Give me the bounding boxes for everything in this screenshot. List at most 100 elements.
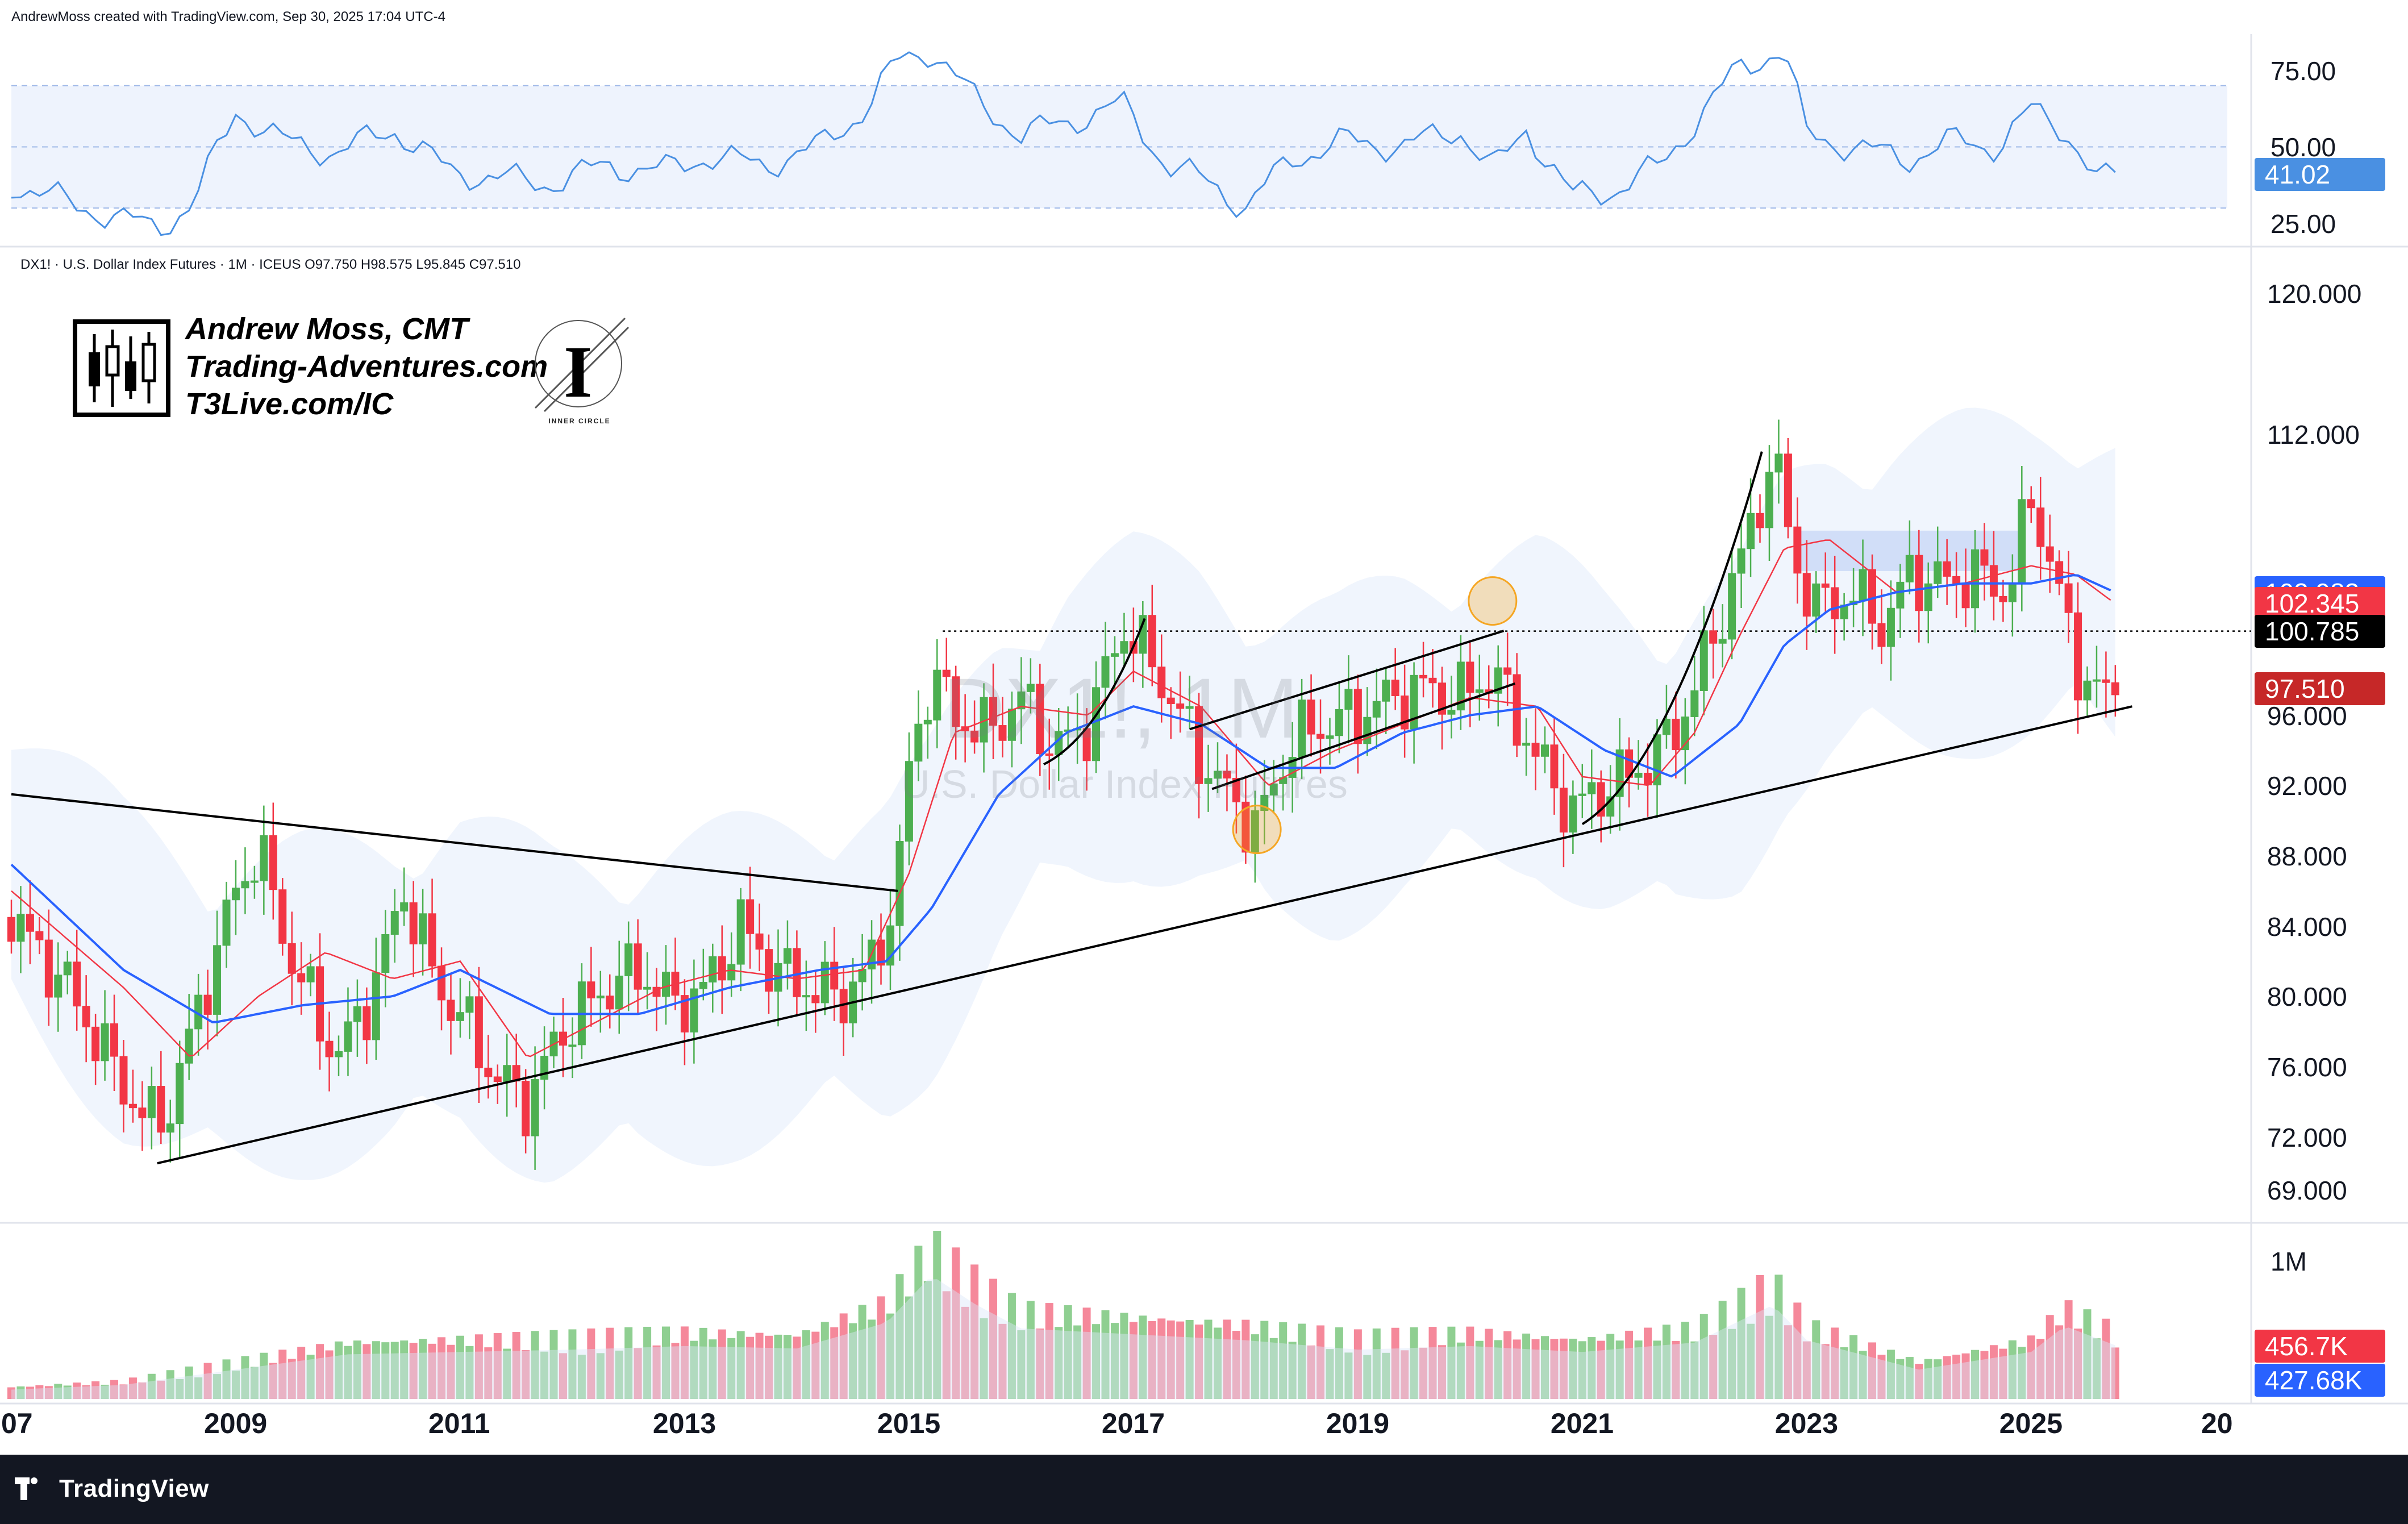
volume-bar	[1859, 1351, 1867, 1399]
time-tick-label: 07	[1, 1408, 33, 1439]
candle-body	[998, 725, 1007, 741]
candle	[1326, 718, 1334, 765]
candle-body	[1672, 718, 1680, 751]
candle	[970, 700, 979, 754]
candle-body	[1690, 690, 1699, 717]
time-tick-label: 2015	[877, 1408, 941, 1439]
candle	[1317, 699, 1325, 774]
candle	[157, 1051, 165, 1144]
candle-body	[1045, 753, 1053, 756]
volume-bar	[1588, 1337, 1596, 1399]
time-tick-label: 2025	[1999, 1408, 2063, 1439]
candle-body	[1036, 684, 1044, 755]
inner-circle-label: INNER CIRCLE	[548, 417, 611, 425]
candle-body	[1709, 630, 1718, 644]
candle	[1709, 609, 1718, 679]
volume-bar	[2074, 1329, 2082, 1399]
candle	[1672, 692, 1680, 779]
tradingview-logo[interactable]: TradingView	[15, 1473, 209, 1505]
candle-body	[914, 723, 923, 762]
candle-body	[2102, 679, 2110, 683]
volume-bar	[680, 1326, 689, 1399]
candle-body	[709, 956, 717, 982]
candle-body	[1877, 623, 1886, 647]
volume-bar	[643, 1326, 652, 1399]
volume-bar	[1531, 1339, 1540, 1399]
volume-bar	[577, 1355, 586, 1399]
candle-body	[1569, 795, 1577, 833]
candle-body	[1110, 653, 1119, 657]
volume-tag: 456.7K	[2255, 1330, 2385, 1363]
candle	[241, 847, 249, 914]
candle-body	[1718, 639, 1727, 644]
volume-bar	[905, 1296, 913, 1399]
candle-body	[1166, 697, 1175, 705]
candle	[1737, 524, 1745, 608]
volume-bar	[559, 1353, 567, 1399]
candle-body	[166, 1123, 174, 1133]
volume-bar	[690, 1340, 698, 1399]
volume-bar	[297, 1347, 306, 1399]
candle	[1045, 718, 1053, 790]
candle-body	[1765, 472, 1773, 528]
candle-body	[1999, 596, 2007, 602]
candle-body	[1466, 661, 1474, 693]
volume-bar	[1157, 1318, 1166, 1399]
rsi-tick-label: 25.00	[2270, 209, 2336, 239]
candle	[63, 951, 72, 994]
volume-bar	[1690, 1341, 1699, 1399]
candle-body	[269, 835, 277, 890]
volume-bar	[1747, 1323, 1755, 1399]
volume-bar	[1934, 1359, 1942, 1399]
candle	[1176, 671, 1185, 733]
chart-canvas[interactable]	[0, 0, 2408, 1455]
candle	[1120, 613, 1128, 668]
candle-body	[1447, 710, 1456, 715]
volume-bar	[7, 1387, 15, 1399]
candle	[400, 867, 409, 926]
candle-body	[895, 841, 904, 926]
channel-line	[1211, 682, 1515, 790]
trendline	[157, 705, 2132, 1165]
candle	[231, 860, 240, 935]
volume-bar	[615, 1350, 623, 1399]
candle-body	[793, 948, 801, 997]
volume-bar	[110, 1380, 119, 1399]
candle	[1466, 642, 1474, 727]
candle	[447, 972, 455, 1055]
candle-body	[1934, 561, 1942, 584]
volume-bar	[390, 1342, 399, 1399]
candle-body	[147, 1086, 156, 1118]
candle	[1569, 780, 1577, 854]
candle-body	[1456, 661, 1465, 711]
candle	[1494, 645, 1502, 727]
candle	[2027, 486, 2035, 523]
volume-bar	[1494, 1340, 1502, 1399]
candle	[222, 881, 231, 968]
candle-body	[119, 1056, 128, 1105]
candle	[746, 867, 755, 969]
candle	[2092, 646, 2101, 708]
candle-body	[1578, 793, 1586, 796]
volume-bar	[858, 1305, 866, 1399]
volume-bar	[1017, 1330, 1026, 1399]
volume-bar	[718, 1329, 726, 1399]
candle	[1391, 648, 1399, 710]
candle	[952, 665, 960, 760]
candle	[1157, 634, 1166, 723]
candle	[933, 639, 941, 748]
candle-body	[587, 981, 595, 998]
candle-body	[2045, 546, 2054, 562]
candle-body	[474, 996, 483, 1068]
volume-bar	[231, 1370, 240, 1399]
candle	[1242, 775, 1250, 864]
candle	[1372, 668, 1381, 749]
candle-body	[110, 1023, 119, 1057]
candle	[1531, 708, 1540, 790]
candle	[1924, 562, 1932, 644]
volume-bar	[1269, 1338, 1278, 1399]
volume-bar	[802, 1330, 810, 1399]
candle-body	[1157, 667, 1166, 698]
candle	[559, 997, 567, 1077]
candle	[35, 917, 44, 955]
